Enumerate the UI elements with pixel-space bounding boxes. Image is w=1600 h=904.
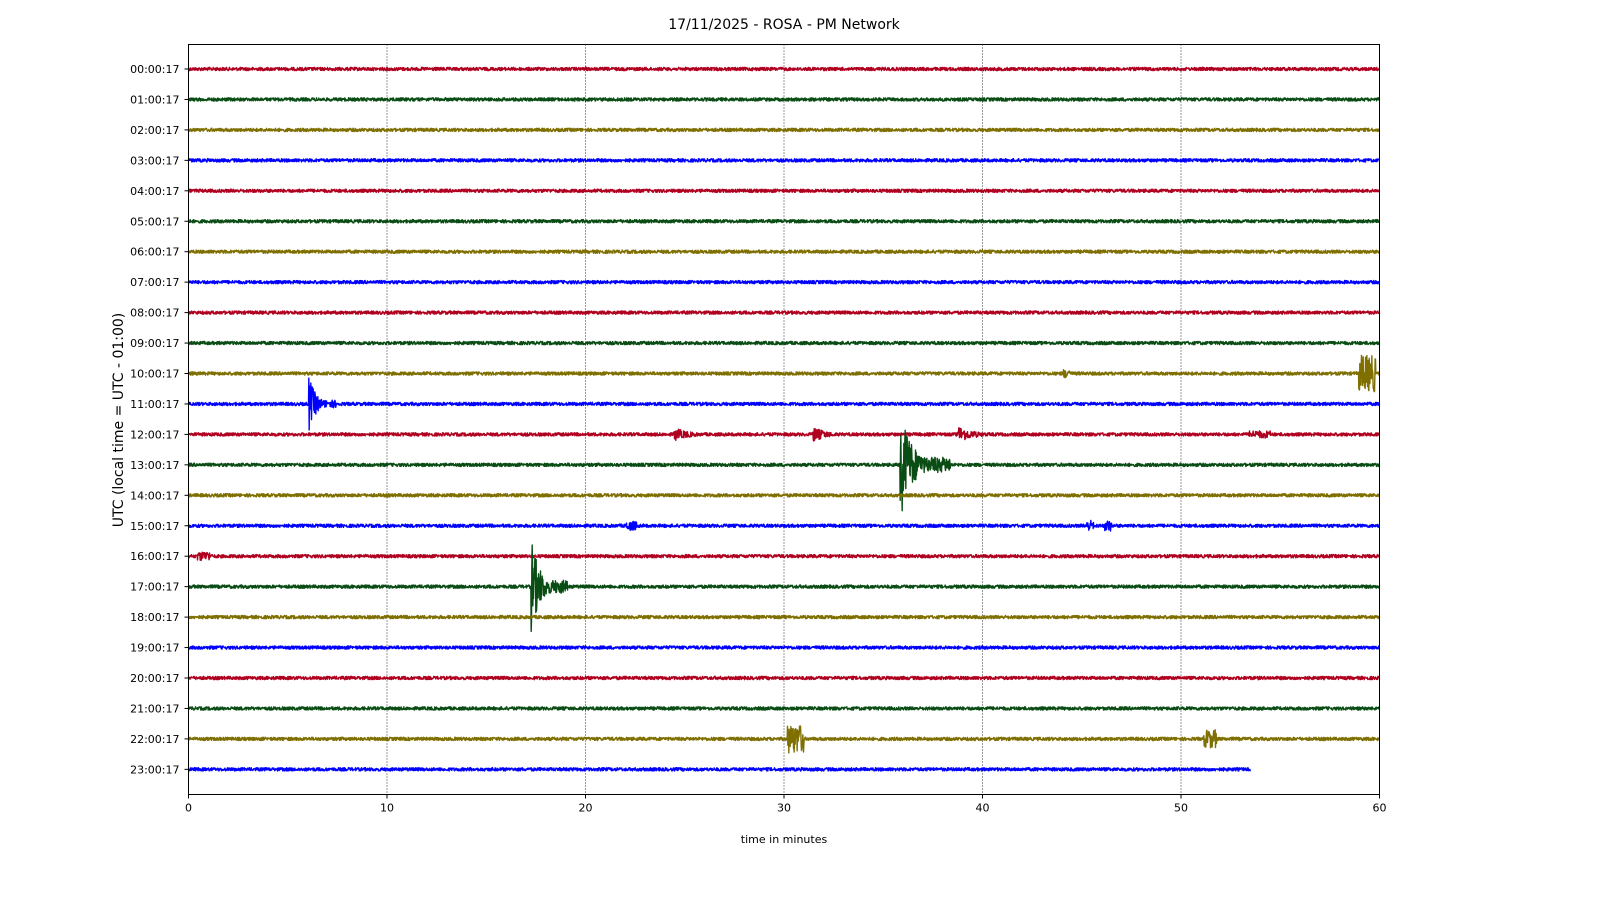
trace-row-20 [187,675,1381,681]
row-label: 09:00:17 [130,337,179,350]
trace-row-14 [187,492,1381,498]
x-tick-label: 20 [579,802,593,815]
trace-row-23 [187,767,1252,772]
trace-row-2 [187,127,1381,133]
trace-row-8 [187,310,1381,315]
row-label: 00:00:17 [130,63,179,76]
plot-frame [188,44,1380,795]
x-tick-label: 40 [976,802,990,815]
trace-row-5 [187,218,1381,224]
grid-lines [386,44,1182,795]
row-label: 19:00:17 [130,642,179,655]
row-label: 23:00:17 [130,763,179,776]
row-label: 10:00:17 [130,368,179,381]
row-label: 08:00:17 [130,307,179,320]
x-ticks: 0 10 20 30 40 50 60 [185,794,1387,815]
trace-row-18 [187,614,1381,620]
trace-row-7 [188,279,1381,285]
row-label: 12:00:17 [130,428,179,441]
x-tick-label: 50 [1174,802,1188,815]
chart-title: 17/11/2025 - ROSA - PM Network [668,17,900,33]
row-label: 20:00:17 [130,672,179,685]
x-tick-label: 30 [777,802,791,815]
x-tick-label: 10 [380,802,394,815]
trace-row-6 [187,249,1381,255]
x-axis-label: time in minutes [741,833,828,846]
row-label: 01:00:17 [130,93,179,106]
x-tick-label: 0 [185,802,192,815]
trace-row-4 [188,188,1381,194]
row-label: 13:00:17 [130,459,179,472]
row-label: 17:00:17 [130,581,179,594]
trace-row-1 [187,97,1381,102]
trace-row-16 [188,551,1381,561]
y-axis-label: UTC (local time = UTC - 01:00) [111,313,127,528]
row-label: 04:00:17 [130,185,179,198]
row-label: 07:00:17 [130,276,179,289]
trace-row-19 [188,645,1381,650]
x-tick-label: 60 [1373,802,1387,815]
row-label: 06:00:17 [130,246,179,259]
row-label: 11:00:17 [130,398,179,411]
row-label: 14:00:17 [130,489,179,502]
trace-row-22 [188,725,1381,754]
trace-row-15 [187,519,1381,532]
trace-row-10 [187,354,1381,393]
row-label: 21:00:17 [130,702,179,715]
trace-row-11 [187,377,1381,431]
traces-group [187,66,1381,772]
row-label: 22:00:17 [130,733,179,746]
trace-row-13 [187,429,1381,512]
row-label: 02:00:17 [130,124,179,137]
trace-row-3 [187,158,1380,163]
row-label: 03:00:17 [130,154,179,167]
row-label: 18:00:17 [130,611,179,624]
row-label: 15:00:17 [130,520,179,533]
trace-row-17 [188,544,1380,633]
trace-row-0 [187,66,1381,72]
trace-row-21 [187,706,1381,711]
row-label: 16:00:17 [130,550,179,563]
trace-row-9 [187,340,1381,346]
row-labels: 00:00:17 01:00:17 02:00:17 03:00:17 04:00:17… [130,63,189,776]
trace-row-12 [187,427,1381,442]
row-label: 05:00:17 [130,215,179,228]
